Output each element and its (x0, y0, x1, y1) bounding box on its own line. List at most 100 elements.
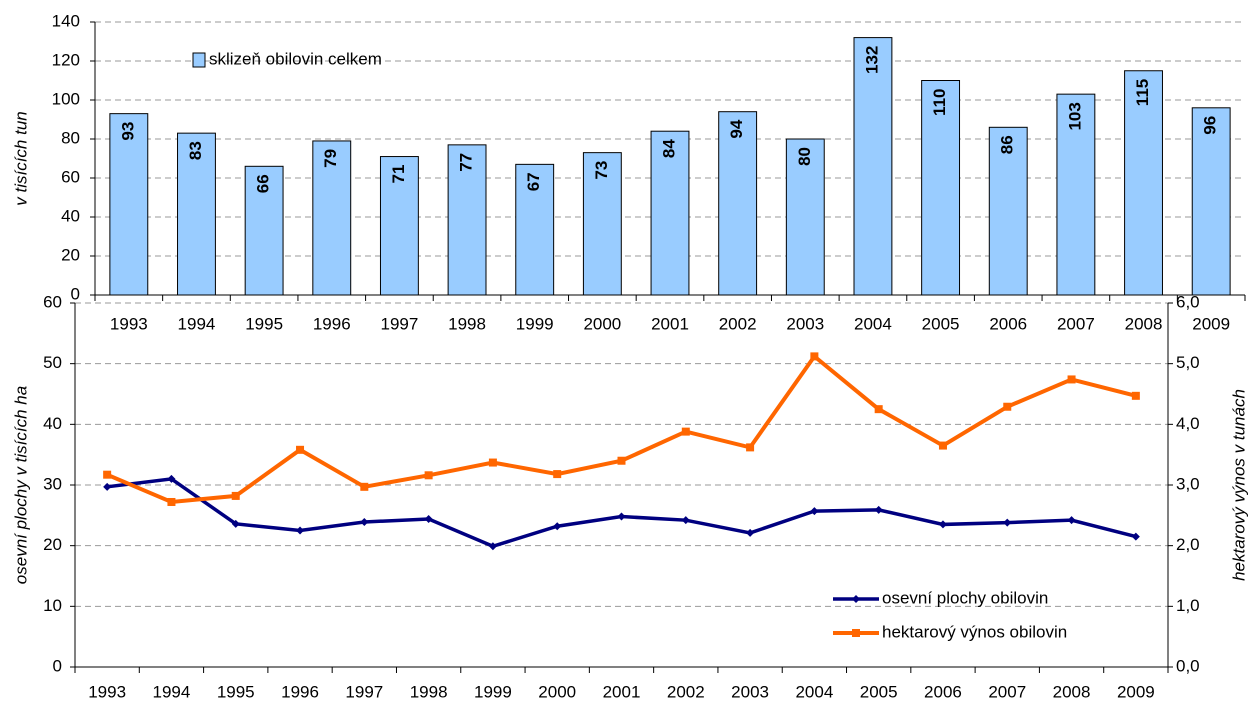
bar (988, 126, 1028, 296)
x-tick-label: 1998 (448, 314, 486, 333)
marker (1067, 375, 1076, 384)
y-tick-label: 100 (52, 89, 80, 108)
y-tick-label: 60 (61, 167, 80, 186)
y2-tick-label: 3,0 (1176, 474, 1200, 493)
x-tick-label: 2001 (603, 682, 641, 701)
line (106, 353, 1137, 505)
x-tick-label: 1995 (245, 314, 283, 333)
y2-tick-label: 4,0 (1176, 414, 1200, 433)
y-tick-label: 0 (53, 656, 62, 675)
bar (515, 163, 555, 296)
marker (167, 474, 176, 483)
marker (1131, 391, 1140, 400)
data-label: 73 (592, 161, 611, 180)
data-label: 110 (930, 89, 949, 116)
x-tick-label: 2001 (651, 314, 689, 333)
x-tick-label: 1993 (88, 682, 126, 701)
x-tick-label: 1994 (178, 314, 216, 333)
y2-tick-label: 0,0 (1176, 656, 1200, 675)
y-tick-label: 60 (43, 292, 62, 311)
bar (582, 152, 622, 296)
data-label: 103 (1065, 102, 1084, 130)
legend-label: sklizeň obilovin celkem (209, 49, 382, 68)
x-tick-label: 1996 (313, 314, 351, 333)
bar (447, 144, 487, 296)
y-tick-label: 140 (52, 11, 80, 30)
marker (681, 516, 690, 525)
marker (488, 542, 497, 551)
y2-tick-label: 1,0 (1176, 596, 1200, 615)
x-tick-label: 1998 (410, 682, 448, 701)
bar (650, 130, 690, 296)
legend-marker (852, 629, 860, 637)
marker (360, 482, 369, 491)
marker (296, 526, 305, 535)
x-tick-label: 2003 (731, 682, 769, 701)
y-tick-label: 40 (43, 414, 62, 433)
x-tick-label: 2000 (583, 314, 621, 333)
y2-tick-label: 2,0 (1176, 535, 1200, 554)
marker (231, 491, 240, 500)
x-tick-label: 1994 (153, 682, 191, 701)
legend-label: osevní plochy obilovin (882, 588, 1048, 607)
data-label: 66 (254, 174, 273, 193)
y-axis-label: osevní plochy v tisících ha (11, 386, 30, 584)
marker (938, 441, 947, 450)
y-tick-label: 80 (61, 128, 80, 147)
marker (1003, 518, 1012, 527)
x-tick-label: 1993 (110, 314, 148, 333)
x-tick-label: 1999 (516, 314, 554, 333)
marker (1003, 402, 1012, 411)
legend-label: hektarový výnos obilovin (882, 622, 1067, 641)
bar (109, 113, 149, 296)
marker (874, 405, 883, 414)
x-tick-label: 2002 (667, 682, 705, 701)
legend-marker (852, 595, 860, 603)
bar (244, 165, 284, 296)
y-tick-label: 30 (43, 474, 62, 493)
bar (1124, 70, 1163, 296)
x-tick-label: 2009 (1117, 682, 1155, 701)
x-tick-label: 1995 (217, 682, 255, 701)
data-label: 77 (457, 153, 476, 172)
y-axis-label: v tisících tun (11, 111, 30, 205)
x-tick-label: 2007 (988, 682, 1026, 701)
y2-axis-label: hektarový výnos v tunách (1229, 389, 1248, 581)
data-label: 94 (727, 119, 746, 138)
y2-tick-label: 5,0 (1176, 353, 1200, 372)
y-tick-label: 20 (61, 245, 80, 264)
data-label: 86 (998, 135, 1017, 154)
marker (553, 522, 562, 531)
y-tick-label: 120 (52, 50, 80, 69)
x-tick-label: 1997 (380, 314, 418, 333)
marker (103, 470, 112, 479)
marker (1131, 532, 1140, 541)
data-label: 79 (321, 149, 340, 168)
data-label: 67 (524, 172, 543, 191)
marker (1067, 516, 1076, 525)
marker (746, 528, 755, 537)
marker (938, 520, 947, 529)
x-tick-label: 2009 (1192, 314, 1230, 333)
x-tick-label: 2004 (854, 314, 892, 333)
marker (360, 518, 369, 527)
marker (874, 505, 883, 514)
marker (553, 470, 562, 479)
y-tick-label: 20 (43, 535, 62, 554)
y-tick-label: 40 (61, 206, 80, 225)
bar (379, 156, 419, 296)
marker (296, 445, 305, 454)
bar (853, 37, 893, 296)
marker (424, 471, 433, 480)
legend-swatch (192, 52, 206, 68)
x-tick-label: 2005 (860, 682, 898, 701)
marker (746, 443, 755, 452)
x-tick-label: 2006 (989, 314, 1027, 333)
data-label: 115 (1133, 79, 1152, 106)
x-tick-label: 1999 (474, 682, 512, 701)
data-label: 84 (659, 139, 678, 158)
marker (103, 482, 112, 491)
data-label: 96 (1201, 116, 1220, 135)
y-tick-label: 10 (43, 596, 62, 615)
